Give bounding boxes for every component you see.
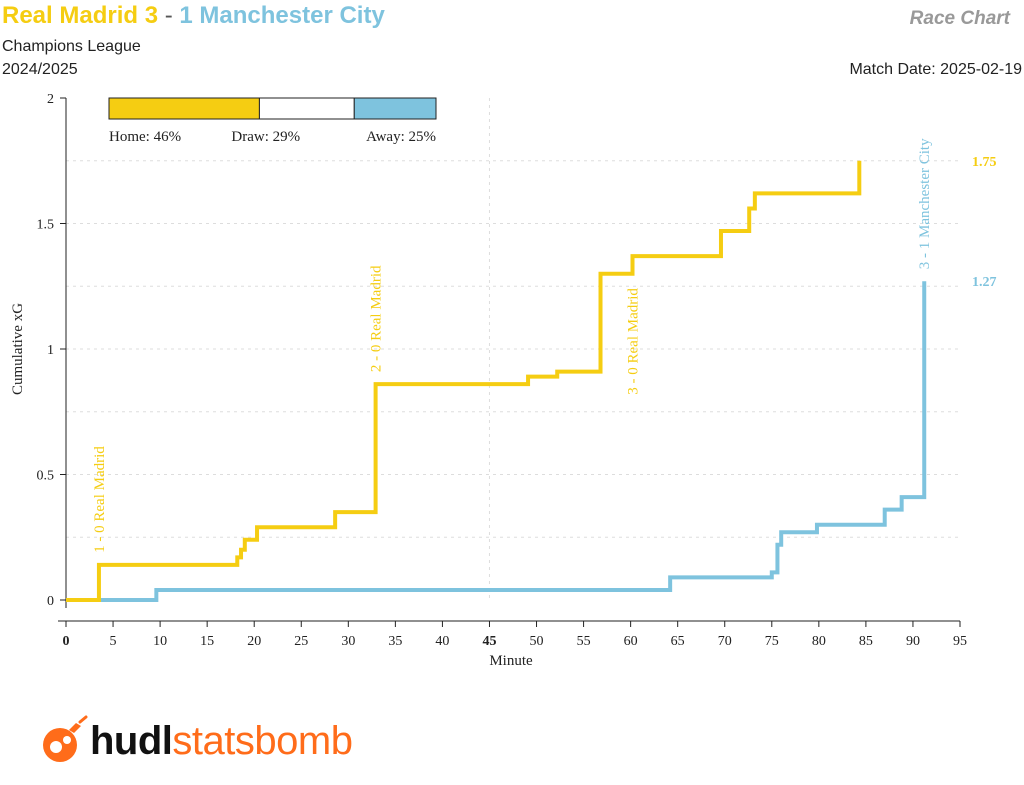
x-tick-label: 50 <box>530 634 544 649</box>
win-prob-home-label: Home: 46% <box>109 129 181 145</box>
goal-annotation: 3 - 0 Real Madrid <box>626 288 642 395</box>
x-tick-label: 75 <box>765 634 779 649</box>
logo-word-hudl: hudl <box>90 719 173 763</box>
competition-name: Champions League <box>2 38 141 55</box>
y-axis-title: Cumulative xG <box>10 303 26 395</box>
x-tick-label: 35 <box>388 634 402 649</box>
goal-annotation: 2 - 0 Real Madrid <box>369 265 385 372</box>
win-prob-away-label: Away: 25% <box>366 129 436 145</box>
season-label: 2024/2025 <box>2 61 78 78</box>
win-prob-draw-bar <box>258 97 355 120</box>
chart-type-label: Race Chart <box>909 8 1010 29</box>
logo-word-statsbomb: statsbomb <box>172 719 353 763</box>
y-tick-label: 1.5 <box>37 218 55 233</box>
hudl-statsbomb-logo: hudlstatsbomb <box>36 714 353 768</box>
win-prob-home-bar <box>108 97 260 120</box>
away-team-score: 1 Manchester City <box>179 2 385 29</box>
final-xg-label: 1.27 <box>972 275 997 290</box>
x-tick-label: 0 <box>63 634 70 649</box>
match-date: Match Date: 2025-02-19 <box>849 61 1022 78</box>
race-chart: 0 0.5 1 1.5 2 Cumulative xG 0 5 10 15 20 25 30 35 40 45… <box>10 92 997 669</box>
goal-annotation: 1 - 0 Real Madrid <box>92 446 108 553</box>
x-tick-label: 20 <box>247 634 261 649</box>
x-tick-label: 90 <box>906 634 920 649</box>
title-separator: - <box>164 2 173 29</box>
x-tick-label: 45 <box>482 634 496 649</box>
y-tick-label: 2 <box>47 92 54 107</box>
y-tick-label: 1 <box>47 343 54 358</box>
x-tick-label: 25 <box>294 634 308 649</box>
x-tick-label: 10 <box>153 634 167 649</box>
win-prob-away-bar <box>353 97 437 120</box>
manchester-city-xg-line <box>66 281 927 602</box>
x-tick-label: 40 <box>435 634 449 649</box>
x-tick-label: 80 <box>812 634 826 649</box>
x-tick-label: 60 <box>624 634 638 649</box>
win-prob-draw-label: Draw: 29% <box>231 129 300 145</box>
x-tick-label: 85 <box>859 634 873 649</box>
x-tick-label: 5 <box>110 634 117 649</box>
x-axis-title: Minute <box>489 653 533 669</box>
x-tick-label: 15 <box>200 634 214 649</box>
match-title: Real Madrid 3 - 1 Manchester City <box>2 2 385 30</box>
home-team-score: Real Madrid 3 <box>2 2 159 29</box>
y-tick-label: 0.5 <box>37 469 55 484</box>
y-tick-label: 0 <box>47 594 54 609</box>
real-madrid-xg-line <box>66 160 862 602</box>
goal-annotation: 3 - 1 Manchester City <box>917 138 933 269</box>
x-tick-label: 65 <box>671 634 685 649</box>
final-xg-label: 1.75 <box>972 155 997 170</box>
x-tick-label: 70 <box>718 634 732 649</box>
statsbomb-bomb-icon <box>43 715 88 762</box>
x-tick-label: 30 <box>341 634 355 649</box>
x-tick-label: 55 <box>577 634 591 649</box>
x-tick-label: 95 <box>953 634 967 649</box>
